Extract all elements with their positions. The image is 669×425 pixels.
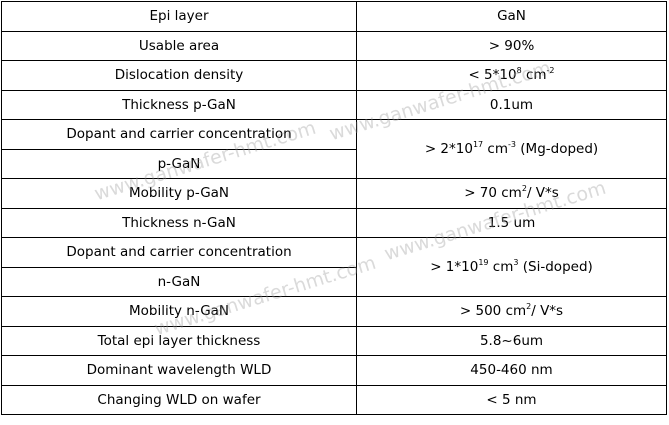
spec-value: 450-460 nm [356,355,667,386]
table-row: Mobility p-GaN > 70 cm2/ V*s [1,178,667,209]
value-text: cm [521,67,547,84]
spec-value: > 90% [356,30,667,61]
table-row: Usable area > 90% [1,30,667,61]
spec-label: Dopant and carrier concentration [1,119,357,150]
spec-label-continued: p-GaN [1,148,357,179]
spec-label: Mobility p-GaN [1,178,357,209]
spec-label: Epi layer [1,1,357,32]
superscript: 2 [526,302,532,312]
value-text: GaN [497,8,526,25]
table-row: Thickness p-GaN 0.1um [1,89,667,120]
value-text: > 70 cm [464,185,522,202]
spec-value: 1.5 um [356,207,667,238]
superscript: 3 [513,258,519,267]
spec-label: Usable area [1,30,357,61]
spec-label: Changing WLD on wafer [1,384,357,415]
superscript: -2 [546,66,555,76]
spec-value: > 500 cm2/ V*s [356,296,667,327]
table-row: Changing WLD on wafer < 5 nm [1,384,667,415]
superscript: 17 [472,140,484,149]
spec-label: Thickness p-GaN [1,89,357,120]
table-row: Mobility n-GaN > 500 cm2/ V*s [1,296,667,327]
spec-value: 5.8~6um [356,325,667,356]
spec-value: < 5 nm [356,384,667,415]
value-text: > 500 cm [459,303,527,320]
table-row: Thickness n-GaN 1.5 um [1,207,667,238]
spec-value: 0.1um [356,89,667,120]
value-text: < 5 nm [486,391,537,408]
table-row: n-GaN [1,266,667,297]
spec-value: GaN [356,1,667,32]
spec-label-continued: n-GaN [1,266,357,297]
value-text: 5.8~6um [479,332,544,349]
table-row: Dominant wavelength WLD 450-460 nm [1,355,667,386]
spec-value: > 70 cm2/ V*s [356,178,667,209]
table-row: Dislocation density < 5*108 cm-2 [1,60,667,91]
spec-value: > 2*1017 cm-3 (Mg-doped) [356,119,667,179]
value-text: / V*s [526,185,559,202]
spec-label: Dopant and carrier concentration [1,237,357,268]
value-text: 0.1um [489,96,534,113]
value-text: cm [483,141,508,157]
value-text: / V*s [531,303,564,320]
superscript: 2 [521,184,527,194]
spec-label: Dominant wavelength WLD [1,355,357,386]
epi-spec-table: Epi layer GaN Usable area > 90% Dislocation … [1,1,667,415]
spec-value: > 1*1019 cm3 (Si-doped) [356,237,667,297]
value-text: cm [488,259,514,275]
spec-label: Thickness n-GaN [1,207,357,238]
superscript: 19 [478,258,489,267]
spec-value: < 5*108 cm-2 [356,60,667,91]
spec-label: Dislocation density [1,60,357,91]
value-text: (Mg-doped) [515,141,599,157]
value-text: 450-460 nm [470,362,553,379]
value-text: < 5*10 [468,67,517,84]
table-row: Dopant and carrier concentration > 2*1017… [1,119,667,179]
value-text: > 1*10 [430,259,479,275]
table-row: Total epi layer thickness 5.8~6um [1,325,667,356]
table-row: Dopant and carrier concentration > 1*1019… [1,237,667,297]
superscript: 8 [516,66,522,76]
value-text: > 90% [488,37,535,54]
superscript: -3 [508,140,516,149]
value-text: > 2*10 [424,141,473,157]
table-row: Epi layer GaN [1,1,667,32]
spec-label: Mobility n-GaN [1,296,357,327]
value-text: (Si-doped) [518,259,593,275]
value-text: 1.5 um [487,214,536,231]
spec-label: Total epi layer thickness [1,325,357,356]
